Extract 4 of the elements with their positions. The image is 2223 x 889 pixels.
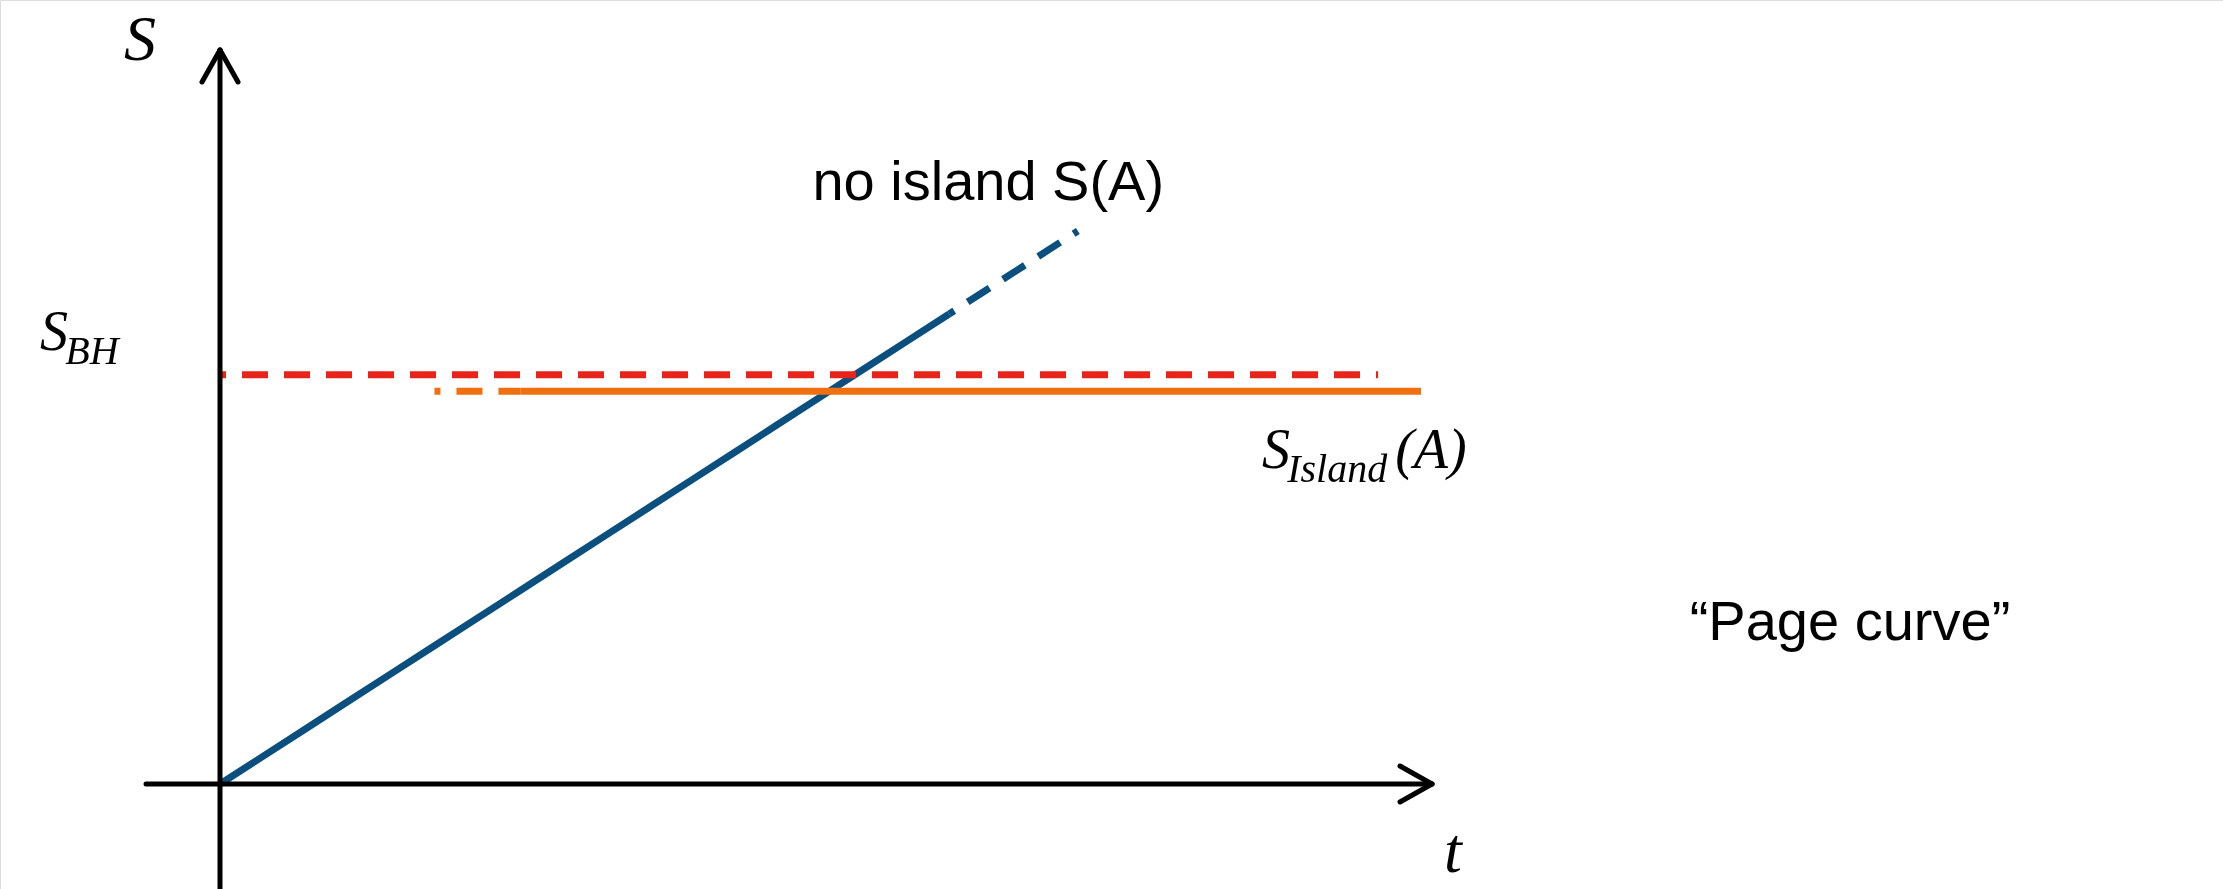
text: “Page curve” bbox=[1689, 589, 2011, 652]
y-axis-title: S bbox=[124, 3, 156, 74]
text: no island S(A) bbox=[812, 149, 1165, 212]
x-axis-title: t bbox=[1444, 815, 1465, 886]
